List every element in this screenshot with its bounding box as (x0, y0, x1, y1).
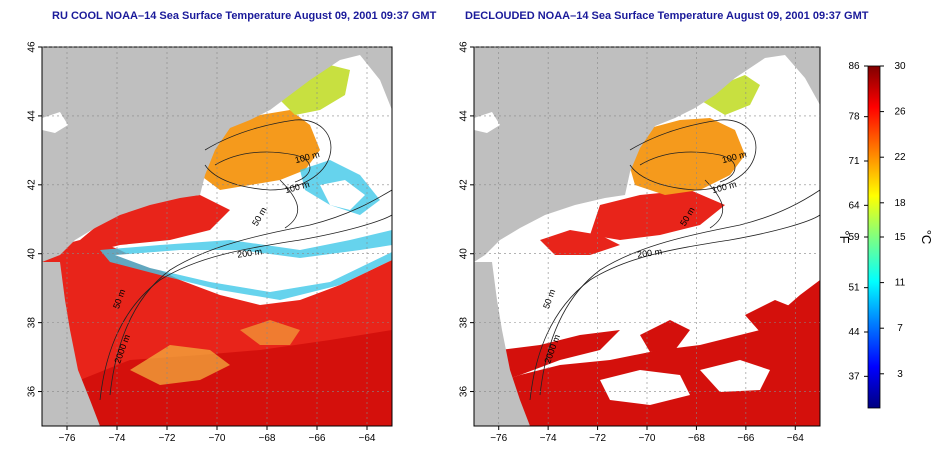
lon-tick-label: −72 (589, 433, 606, 444)
lon-tick-label: −68 (688, 433, 705, 444)
celsius-tick-label: 7 (897, 323, 903, 334)
lon-tick-label: −64 (359, 433, 376, 444)
lat-tick-label: 40 (27, 248, 38, 260)
lon-tick-label: −70 (639, 433, 656, 444)
lat-tick-label: 44 (459, 110, 470, 122)
celsius-tick-label: 15 (894, 232, 906, 243)
lat-tick-label: 46 (459, 41, 470, 53)
celsius-tick-label: 18 (894, 198, 906, 209)
lat-tick-label: 42 (27, 179, 38, 191)
fahrenheit-tick-label: 44 (848, 327, 860, 338)
left-map-title: RU COOL NOAA–14 Sea Surface Temperature … (52, 10, 437, 22)
lon-tick-label: −66 (737, 433, 754, 444)
colorbar-gradient (867, 65, 881, 409)
lat-tick-label: 36 (27, 386, 38, 398)
lon-tick-label: −70 (209, 433, 226, 444)
celsius-unit-label: °C (919, 230, 934, 245)
left-map: 100 m 100 m 50 m 200 m 50 m 2000 m −76 −7… (27, 41, 393, 444)
lon-tick-label: −74 (540, 433, 557, 444)
fahrenheit-tick-label: 71 (848, 156, 860, 167)
colorbar: 30 26 22 18 15 11 7 3 86 78 71 64 59 51 44 37 °F °C (837, 61, 934, 409)
land-left (42, 47, 392, 262)
fahrenheit-tick-label: 78 (848, 112, 860, 123)
celsius-tick-label: 11 (895, 278, 906, 289)
fahrenheit-tick-label: 86 (848, 61, 860, 72)
fahrenheit-tick-label: 59 (848, 232, 860, 243)
lat-tick-label: 42 (459, 179, 470, 191)
lat-tick-label: 36 (459, 386, 470, 398)
contour-label-200m-right: 200 m (637, 246, 663, 259)
lat-tick-label: 38 (27, 317, 38, 329)
lat-tick-label: 44 (27, 110, 38, 122)
lon-tick-label: −64 (787, 433, 804, 444)
celsius-tick-label: 22 (894, 152, 906, 163)
lon-tick-label: −74 (109, 433, 126, 444)
fahrenheit-tick-label: 37 (848, 371, 860, 382)
fahrenheit-unit-label: °F (837, 230, 852, 243)
contour-label-200m: 200 m (237, 246, 263, 259)
lat-tick-label: 38 (459, 317, 470, 329)
celsius-tick-label: 30 (894, 61, 906, 72)
celsius-tick-label: 26 (894, 107, 906, 118)
fahrenheit-tick-label: 64 (848, 200, 860, 211)
lon-tick-label: −76 (490, 433, 507, 444)
lon-tick-label: −68 (259, 433, 276, 444)
lon-tick-label: −72 (159, 433, 176, 444)
fahrenheit-tick-label: 51 (848, 283, 860, 294)
lon-tick-label: −66 (309, 433, 326, 444)
lat-tick-label: 40 (459, 248, 470, 260)
right-map: 100 m 100 m 50 m 200 m 50 m 2000 m −76 −7… (459, 41, 821, 444)
land-right (474, 47, 820, 262)
lon-tick-label: −76 (59, 433, 76, 444)
lat-tick-label: 46 (27, 41, 38, 53)
right-map-title: DECLOUDED NOAA–14 Sea Surface Temperatur… (465, 10, 869, 22)
celsius-tick-label: 3 (897, 369, 903, 380)
